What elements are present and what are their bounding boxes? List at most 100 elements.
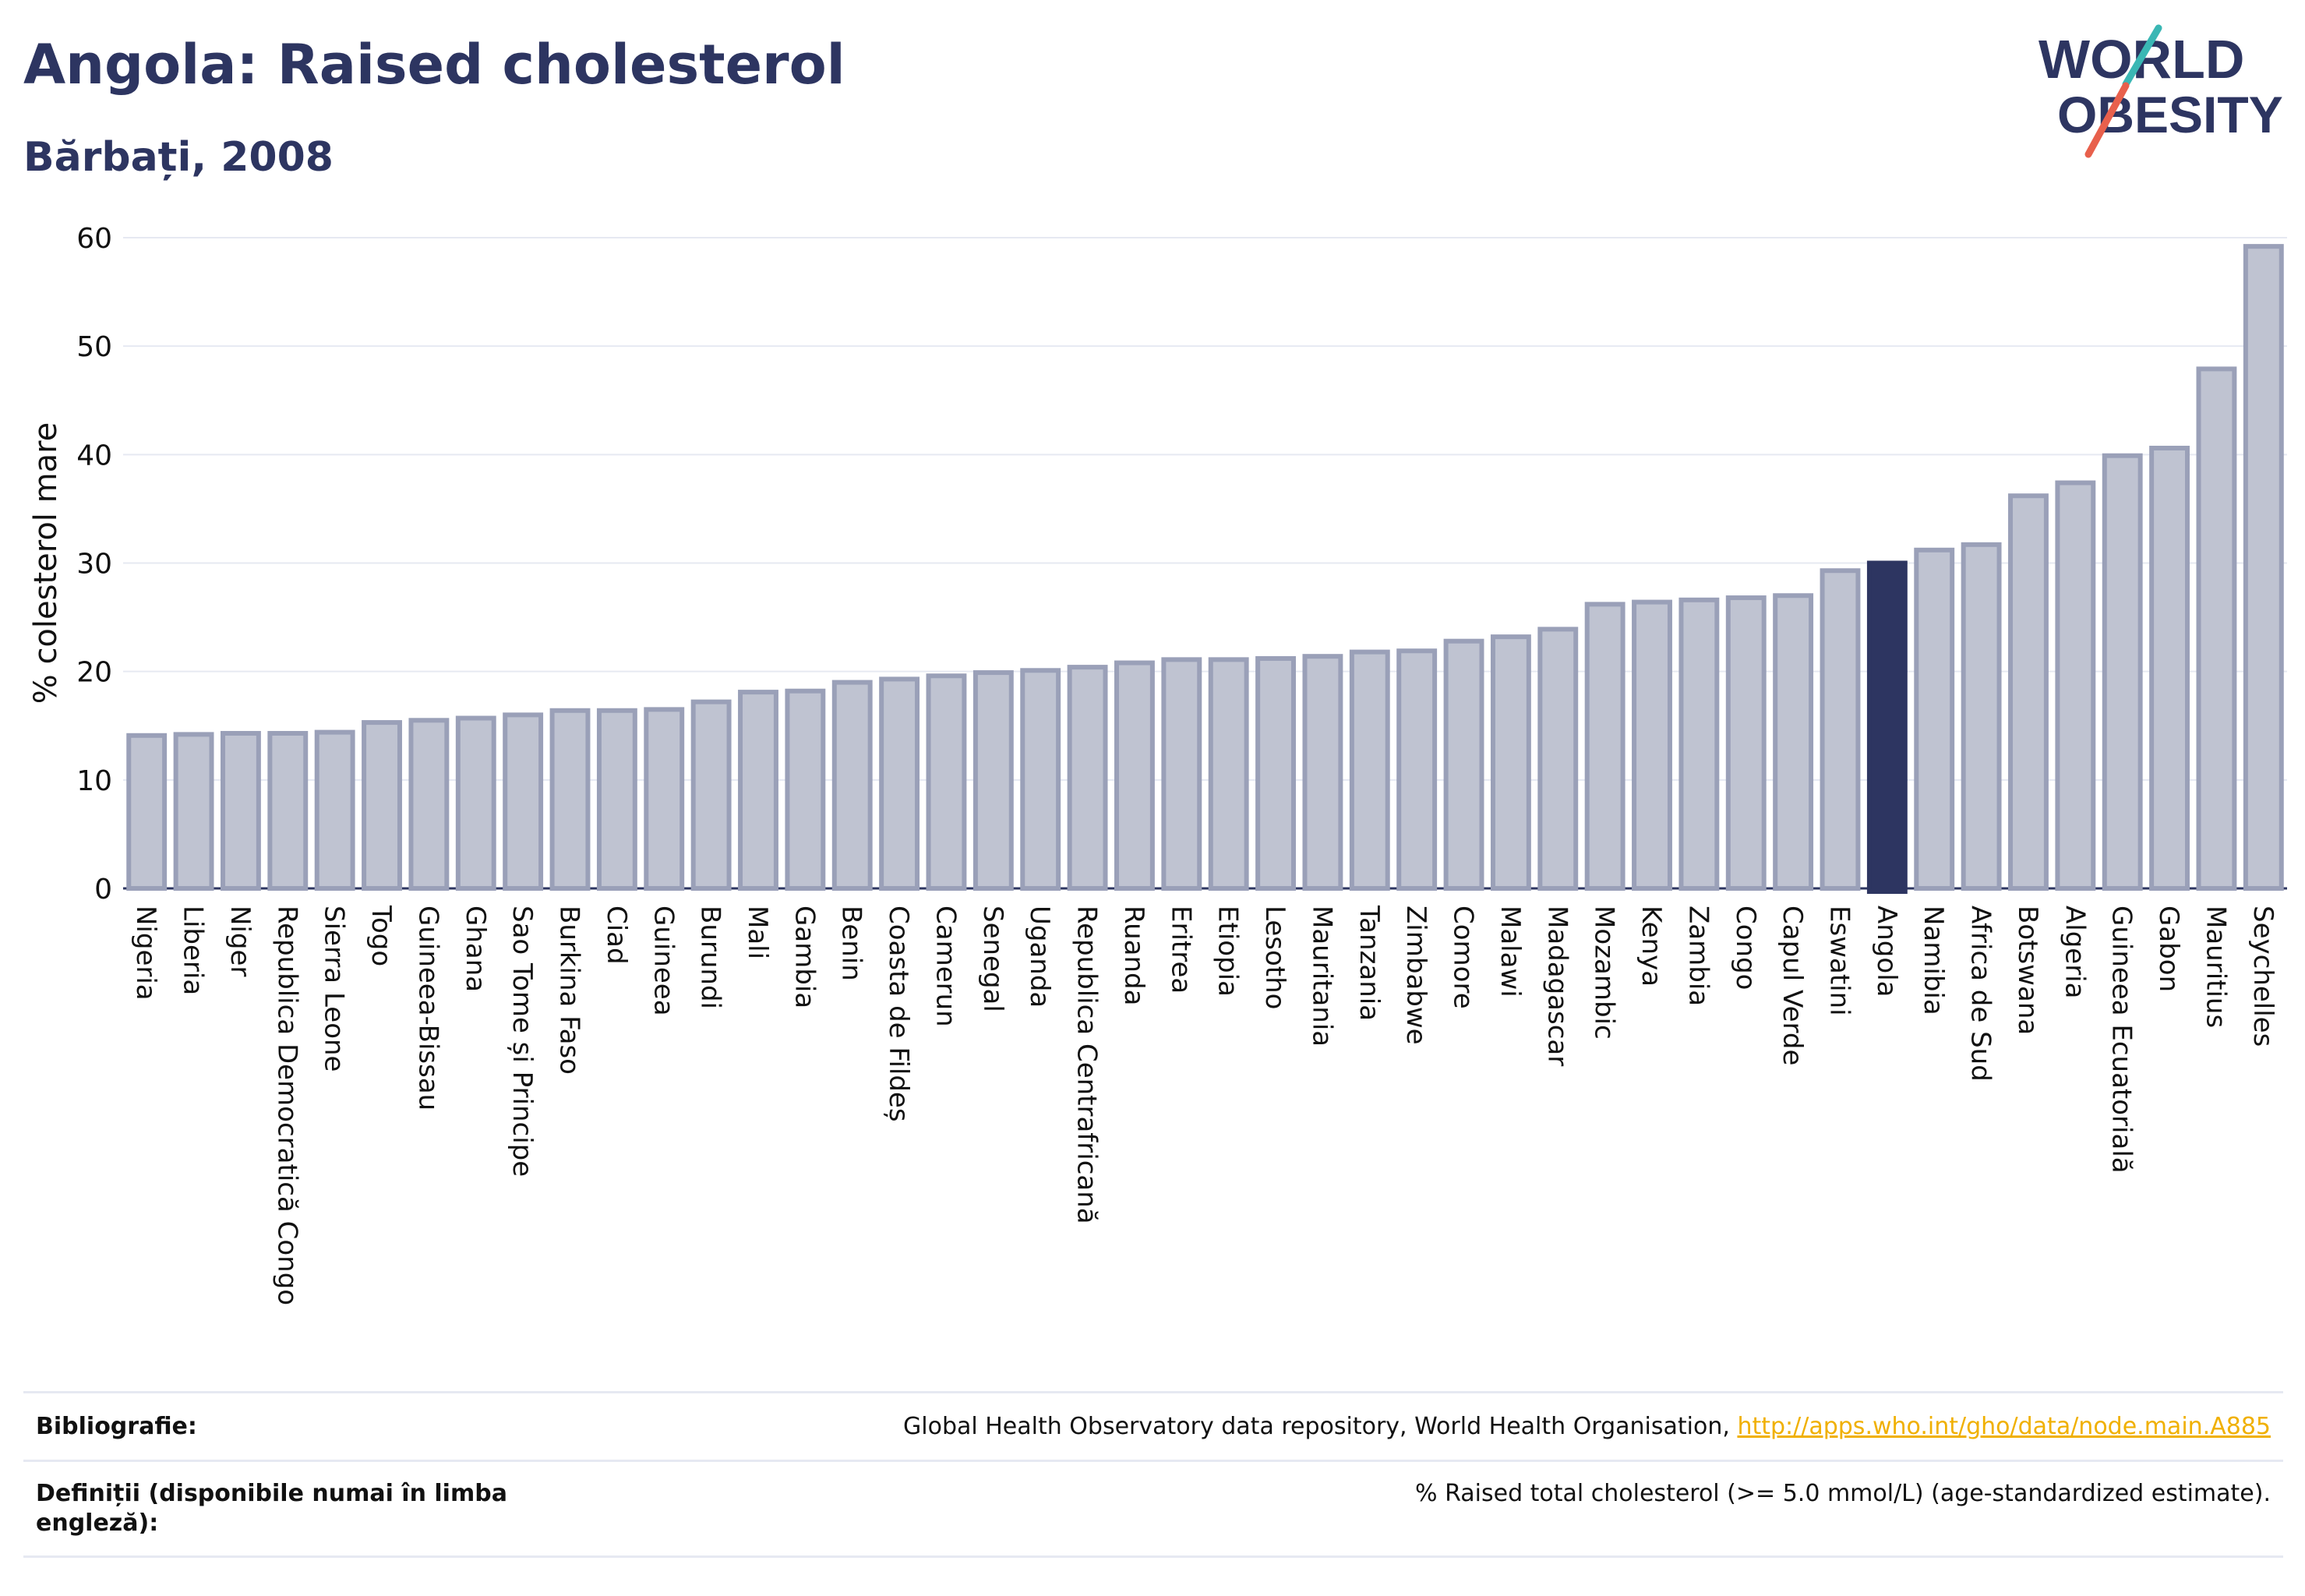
x-tick-label: Eswatini: [1823, 906, 1855, 1016]
x-tick-label: Ruanda: [1118, 906, 1149, 1005]
x-tick-label: Togo: [365, 905, 397, 966]
bar-angola: [1869, 563, 1905, 892]
bar-guineea: [646, 709, 682, 888]
bar-botswana: [2010, 496, 2046, 888]
bar-zimbabwe: [1399, 651, 1435, 888]
y-tick-label: 50: [76, 331, 112, 363]
x-tick-label: Liberia: [178, 906, 209, 995]
bibliography-value: Global Health Observatory data repositor…: [903, 1412, 2271, 1442]
bar-comore: [1446, 641, 1482, 888]
bar-burkina-faso: [552, 711, 588, 888]
x-tick-label: Malawi: [1495, 906, 1526, 998]
bar-guineea-bissau: [411, 720, 447, 888]
bar-zambia: [1681, 600, 1717, 888]
bar-benin: [835, 683, 870, 888]
bar-eswatini: [1823, 570, 1858, 888]
x-tick-label: Guineea: [648, 906, 679, 1016]
bar-uganda: [1022, 670, 1058, 888]
x-tick-label: Tanzania: [1354, 905, 1385, 1021]
bar-seychelles: [2246, 246, 2282, 888]
bibliography-text: Global Health Observatory data repositor…: [903, 1413, 1737, 1440]
x-tick-label: Kenya: [1636, 906, 1667, 987]
bar-nigeria: [129, 736, 164, 888]
bar-lesotho: [1258, 659, 1294, 888]
bar-gambia: [787, 691, 823, 888]
x-tick-label: Zimbabwe: [1400, 906, 1431, 1045]
chart-subtitle: Bărbați, 2008: [23, 134, 334, 181]
chart-title: Angola: Raised cholesterol: [23, 33, 845, 97]
bibliography-row: Bibliografie: Global Health Observatory …: [23, 1391, 2283, 1460]
x-tick-label: Republica Democratică Congo: [271, 906, 302, 1305]
y-tick-label: 30: [76, 549, 112, 581]
x-tick-label: Guineea Ecuatorială: [2106, 906, 2137, 1174]
y-axis-ticks: 0 10 20 30 40 50 60: [76, 223, 112, 906]
x-axis-labels: Nigeria Liberia Niger Republica Democratică…: [130, 905, 2279, 1305]
x-tick-label: Senegal: [977, 906, 1008, 1012]
x-tick-label: Ghana: [460, 906, 491, 992]
bar-madagascar: [1540, 629, 1576, 888]
bar-togo: [364, 722, 400, 888]
x-tick-label: Eritrea: [1165, 906, 1196, 994]
x-tick-label: Madagascar: [1541, 906, 1573, 1066]
bibliography-label: Bibliografie:: [36, 1412, 535, 1442]
y-tick-label: 10: [76, 765, 112, 797]
x-tick-label: Mauritius: [2200, 906, 2231, 1028]
bar-eritrea: [1163, 659, 1199, 888]
bar-burundi: [694, 702, 729, 888]
world-obesity-logo: WORLD OBESITY: [2034, 23, 2291, 164]
x-tick-label: Zambia: [1682, 906, 1714, 1006]
bar-coasta-de-filde-: [881, 679, 917, 888]
bar-guineea-ecuatorial-: [2105, 456, 2141, 888]
definitions-label: Definiții (disponibile numai în limba en…: [36, 1479, 535, 1538]
bar-republica-centrafrican-: [1070, 667, 1106, 888]
x-tick-label: Guineea-Bissau: [412, 906, 443, 1110]
x-tick-label: Republica Centrafricană: [1071, 906, 1103, 1224]
bar-kenya: [1634, 602, 1670, 888]
bar-gabon: [2151, 448, 2187, 888]
bar-ciad: [599, 711, 635, 888]
x-tick-label: Uganda: [1024, 906, 1055, 1008]
x-tick-label: Coasta de Fildeș: [883, 906, 914, 1122]
bar-liberia: [176, 734, 212, 888]
y-tick-label: 0: [94, 874, 112, 906]
bar-senegal: [976, 673, 1011, 888]
x-tick-label: Etiopia: [1213, 906, 1244, 997]
bar-republica-democratic-congo: [270, 733, 305, 888]
definitions-row: Definiții (disponibile numai în limba en…: [23, 1460, 2283, 1558]
x-tick-label: Mali: [742, 906, 773, 959]
y-tick-label: 40: [76, 440, 112, 471]
bar-mozambic: [1587, 604, 1623, 888]
x-tick-label: Niger: [224, 906, 256, 976]
x-tick-label: Benin: [836, 906, 867, 981]
bar-mali: [740, 692, 776, 888]
x-tick-label: Gambia: [789, 906, 820, 1008]
x-tick-label: Africa de Sud: [1965, 906, 1996, 1082]
x-tick-label: Burkina Faso: [554, 906, 585, 1075]
y-tick-label: 20: [76, 657, 112, 689]
bars: [129, 246, 2282, 892]
definitions-value: % Raised total cholesterol (>= 5.0 mmol/…: [1415, 1479, 2271, 1509]
x-tick-label: Nigeria: [130, 906, 161, 1001]
bar-ruanda: [1117, 663, 1152, 888]
bar-sao-tome-i-principe: [505, 715, 541, 888]
x-tick-label: Comore: [1448, 906, 1479, 1009]
bar-algeria: [2057, 483, 2093, 888]
bar-congo: [1728, 598, 1764, 888]
x-tick-label: Gabon: [2153, 906, 2184, 992]
bar-capul-verde: [1775, 595, 1811, 888]
x-tick-label: Capul Verde: [1777, 906, 1808, 1065]
bar-camerun: [929, 676, 965, 888]
bar-niger: [223, 733, 259, 888]
x-tick-label: Algeria: [2059, 906, 2090, 998]
y-tick-label: 60: [76, 223, 112, 255]
x-tick-label: Burundi: [695, 906, 726, 1009]
x-tick-label: Seychelles: [2247, 906, 2279, 1047]
bibliography-link[interactable]: http://apps.who.int/gho/data/node.main.A…: [1737, 1413, 2271, 1440]
logo-text-obesity: OBESITY: [2057, 86, 2283, 143]
x-tick-label: Ciad: [601, 906, 632, 965]
bar-tanzania: [1352, 652, 1388, 888]
x-tick-label: Camerun: [930, 906, 961, 1027]
bar-etiopia: [1211, 659, 1247, 888]
x-tick-label: Namibia: [1918, 906, 1949, 1015]
x-tick-label: Sierra Leone: [319, 906, 350, 1072]
